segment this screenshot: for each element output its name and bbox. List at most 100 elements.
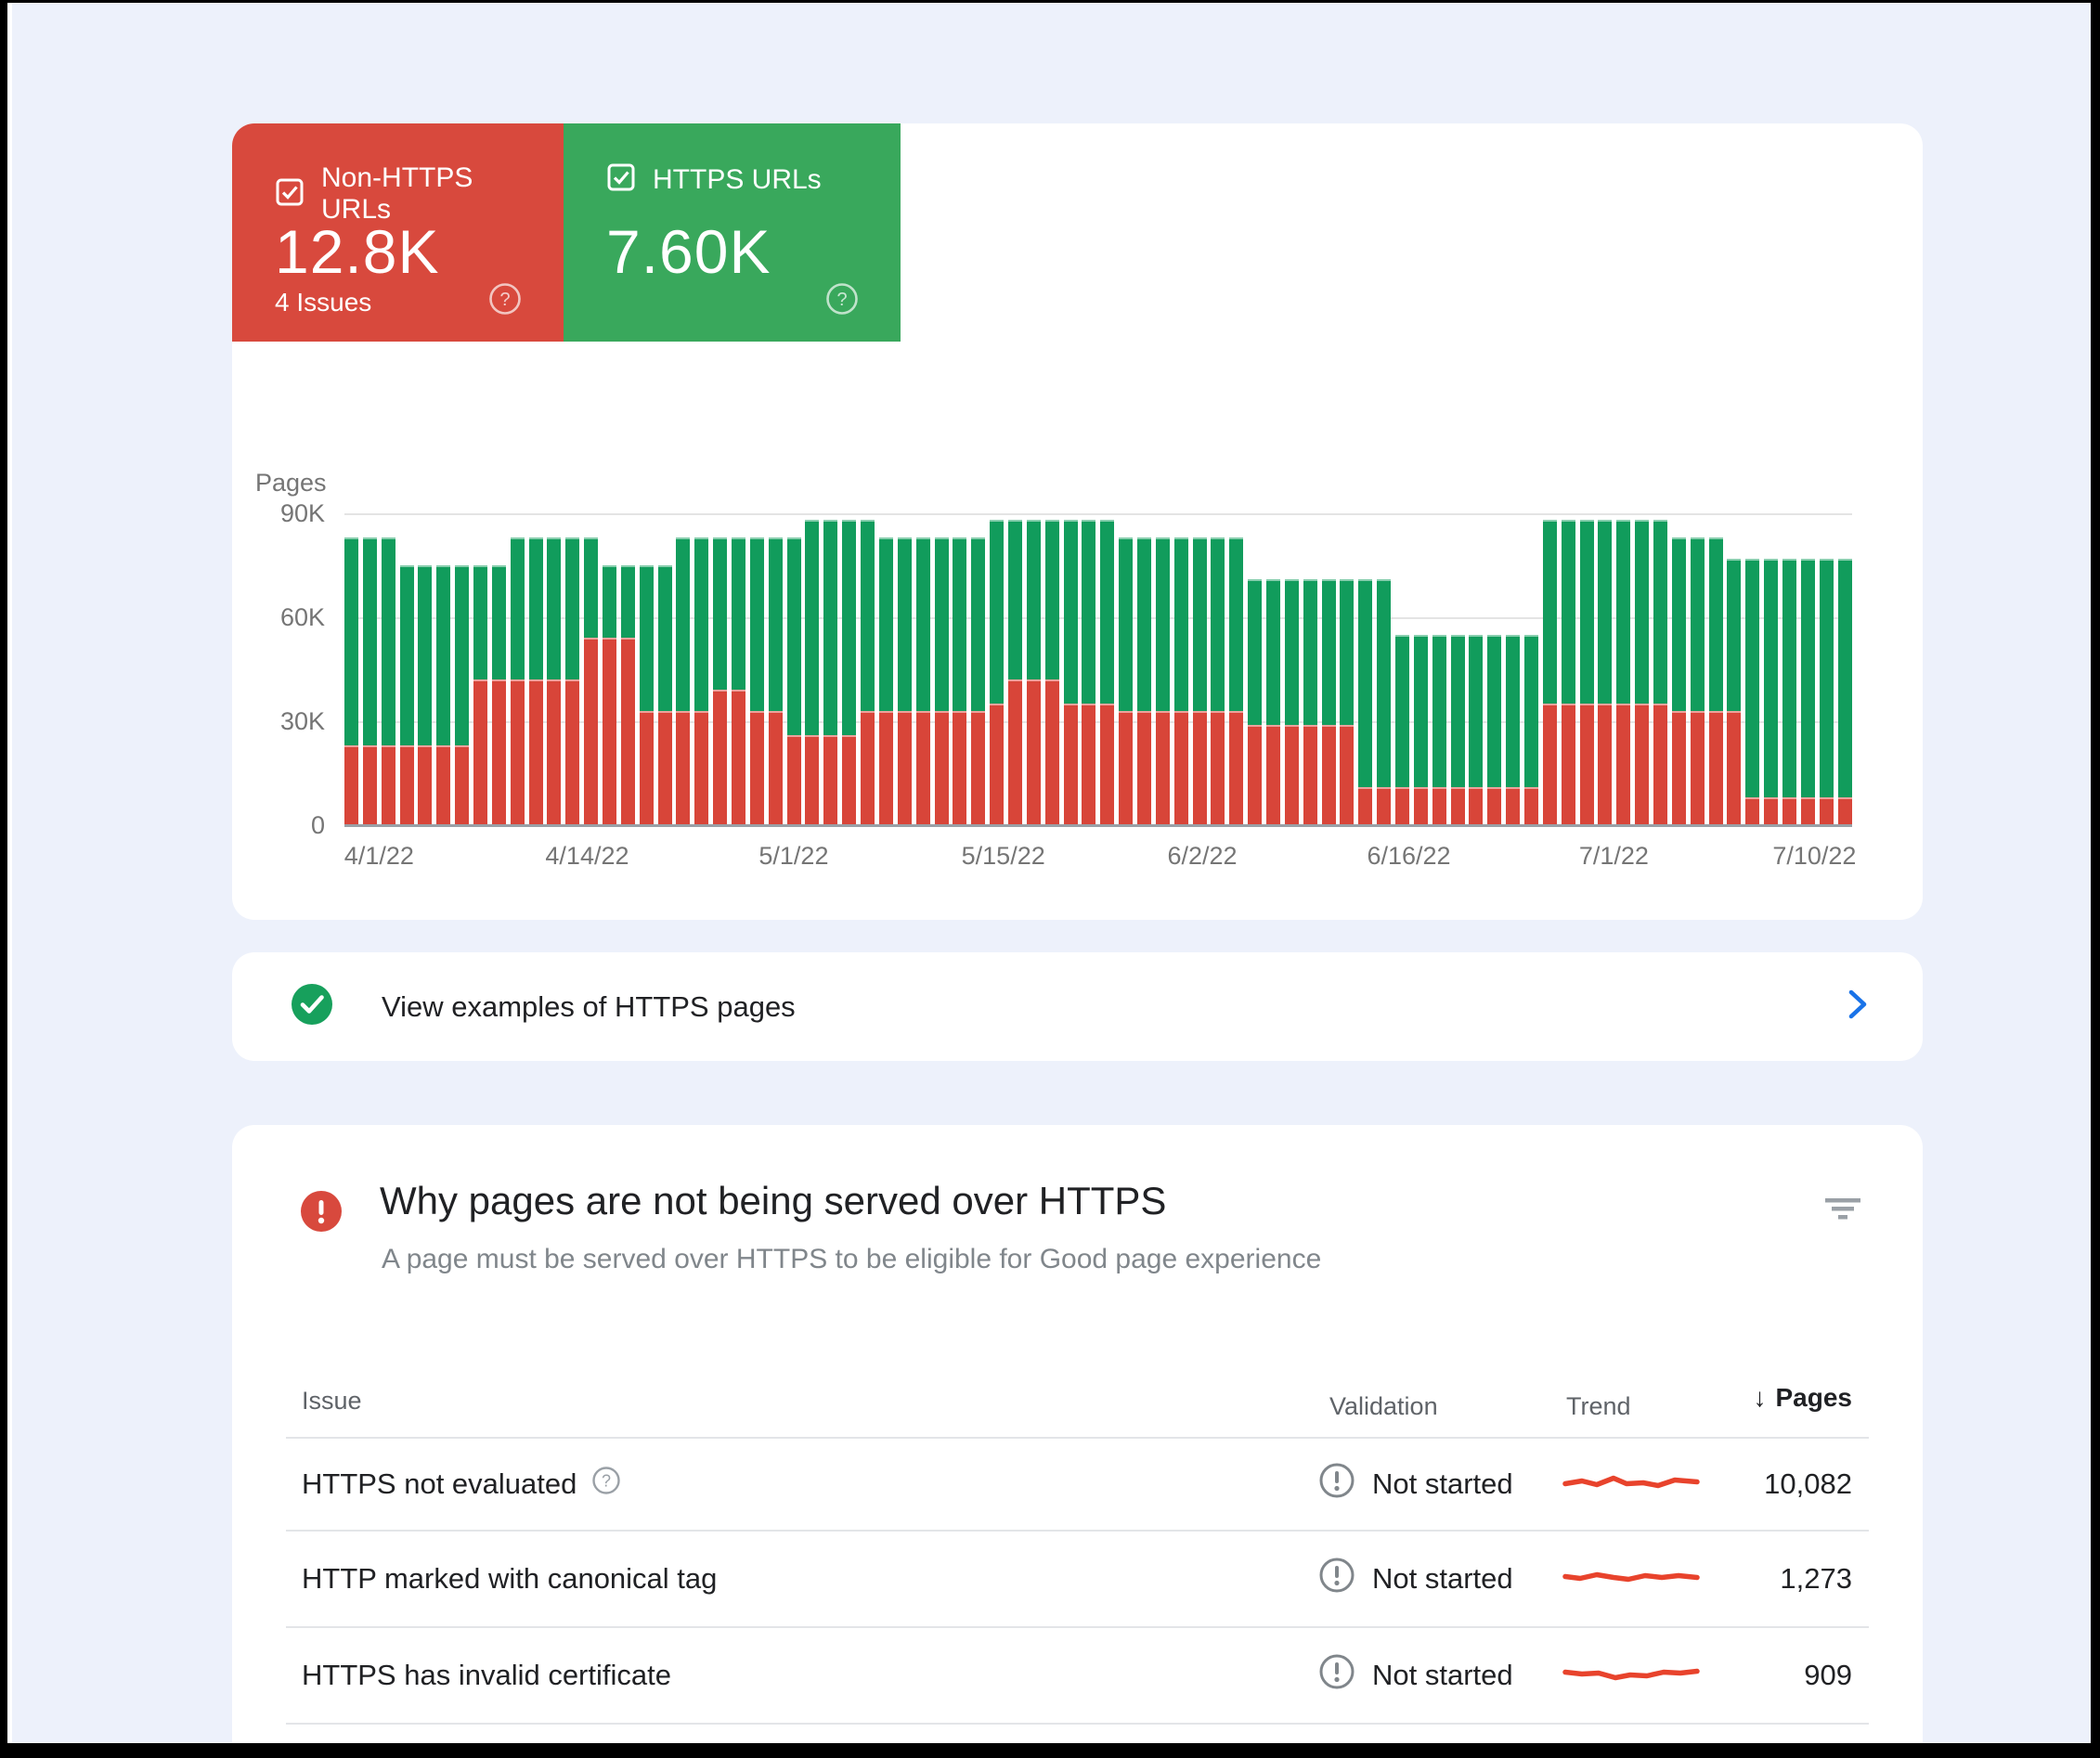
bar-day-35 [990, 520, 1005, 825]
y-tick-60k: 60K [279, 603, 325, 631]
bar-day-56 [1377, 578, 1392, 825]
bar-day-60 [1450, 634, 1465, 825]
bar-day-70 [1635, 520, 1650, 825]
non-https-value: 12.8K [275, 217, 440, 286]
pages-count: 10,082 [1764, 1467, 1852, 1500]
x-tick-label: 4/1/22 [344, 842, 414, 870]
bar-day-51 [1284, 578, 1299, 825]
bar-day-4 [418, 565, 433, 825]
chart-bars [344, 513, 1852, 825]
https-summary-card[interactable]: HTTPS URLs 7.60K ? [564, 123, 901, 342]
row-divider [286, 1723, 1869, 1725]
filter-icon[interactable] [1821, 1190, 1865, 1227]
bar-day-78 [1782, 558, 1797, 825]
bar-day-19 [694, 537, 709, 825]
help-icon[interactable]: ? [824, 281, 860, 321]
bar-day-27 [842, 520, 857, 825]
checkbox-checked-icon[interactable] [606, 162, 636, 197]
svg-text:?: ? [836, 290, 847, 310]
bar-day-81 [1837, 558, 1852, 825]
bar-day-45 [1173, 537, 1188, 825]
x-tick-label: 5/1/22 [758, 842, 829, 870]
bar-day-15 [620, 565, 635, 825]
bar-day-33 [953, 537, 967, 825]
column-header-validation: Validation [1329, 1392, 1438, 1420]
view-examples-row[interactable]: View examples of HTTPS pages [232, 952, 1923, 1061]
x-tick-label: 6/2/22 [1167, 842, 1238, 870]
validation-status: Not started [1372, 1467, 1513, 1500]
view-examples-label: View examples of HTTPS pages [382, 989, 796, 1023]
help-icon[interactable]: ? [487, 281, 523, 321]
bar-day-76 [1745, 558, 1760, 825]
trend-sparkline [1562, 1469, 1701, 1500]
bar-day-74 [1708, 537, 1723, 825]
bar-day-25 [805, 520, 820, 825]
not-started-icon [1318, 1653, 1355, 1698]
x-tick-label: 7/10/22 [1772, 842, 1857, 870]
bar-day-12 [565, 537, 580, 825]
bar-day-10 [528, 537, 543, 825]
issues-panel-subtitle: A page must be served over HTTPS to be e… [382, 1244, 1322, 1274]
bar-day-5 [436, 565, 451, 825]
bar-day-18 [676, 537, 691, 825]
trend-sparkline [1562, 1661, 1701, 1691]
bar-day-6 [455, 565, 470, 825]
bar-day-75 [1727, 558, 1742, 825]
x-tick-label: 4/14/22 [545, 842, 629, 870]
bar-day-37 [1026, 520, 1041, 825]
bar-day-66 [1561, 520, 1575, 825]
issues-panel-title: Why pages are not being served over HTTP… [380, 1179, 1167, 1222]
table-row[interactable]: HTTP marked with canonical tag Not start… [286, 1532, 1869, 1626]
bar-day-14 [603, 565, 617, 825]
column-header-pages-sort[interactable]: ↓ Pages [1753, 1383, 1853, 1412]
gridline-60k [344, 617, 1852, 619]
column-header-trend: Trend [1566, 1392, 1631, 1420]
bar-day-34 [971, 537, 986, 825]
non-https-summary-card[interactable]: Non-HTTPS URLs 12.8K 4 Issues ? [232, 123, 564, 342]
bar-day-21 [732, 537, 746, 825]
bar-day-22 [749, 537, 764, 825]
svg-text:?: ? [499, 290, 510, 310]
bar-day-67 [1579, 520, 1594, 825]
bar-day-48 [1229, 537, 1244, 825]
checkbox-checked-icon[interactable] [275, 177, 305, 212]
help-icon[interactable]: ? [591, 1466, 621, 1503]
bar-day-23 [768, 537, 783, 825]
x-tick-label: 6/16/22 [1367, 842, 1451, 870]
bar-day-49 [1248, 578, 1263, 825]
non-https-issues-count: 4 Issues [275, 288, 372, 317]
bar-day-7 [473, 565, 488, 825]
table-row[interactable]: HTTPS has invalid certificate Not starte… [286, 1628, 1869, 1723]
bar-day-0 [344, 537, 358, 825]
bar-day-64 [1524, 634, 1538, 825]
bar-day-58 [1413, 634, 1428, 825]
non-https-label: Non-HTTPS URLs [321, 162, 473, 225]
bar-day-2 [381, 537, 395, 825]
bar-day-32 [934, 537, 949, 825]
y-axis-title: Pages [255, 469, 327, 497]
gridline-30k [344, 721, 1852, 723]
bar-day-13 [584, 537, 599, 825]
row-divider [286, 1626, 1869, 1628]
row-divider [286, 1530, 1869, 1532]
bar-day-28 [861, 520, 875, 825]
bar-day-40 [1082, 520, 1096, 825]
table-row[interactable]: HTTPS not evaluated ? Not started 10,082 [286, 1439, 1869, 1530]
bar-day-31 [915, 537, 930, 825]
bar-day-1 [362, 537, 377, 825]
not-started-icon [1318, 1462, 1355, 1506]
https-chart-card: Non-HTTPS URLs 12.8K 4 Issues ? HTTPS UR… [232, 123, 1923, 920]
column-header-issue: Issue [302, 1387, 362, 1415]
issue-name: HTTP marked with canonical tag [302, 1562, 718, 1595]
https-value: 7.60K [606, 217, 771, 286]
bar-day-52 [1303, 578, 1317, 825]
chevron-right-icon[interactable] [1845, 987, 1871, 1027]
bar-day-44 [1155, 537, 1170, 825]
y-tick-90k: 90K [279, 499, 325, 527]
bar-day-59 [1432, 634, 1446, 825]
bar-day-71 [1653, 520, 1668, 825]
bar-day-79 [1800, 558, 1815, 825]
bar-day-55 [1358, 578, 1373, 825]
bar-day-11 [547, 537, 562, 825]
